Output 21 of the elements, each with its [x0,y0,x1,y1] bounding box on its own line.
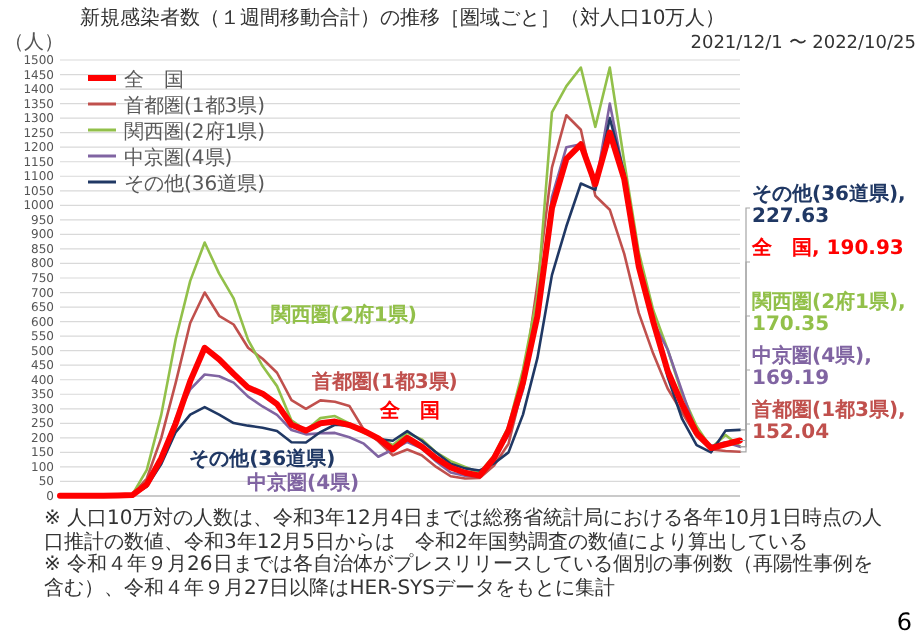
text: ※ 人口10万対の人数は、令和3年12月4日までは総務省統計局における各年10月1日時点の人口推計の数値、令和3年12月5日からは 令和2年国勢調査の数値により算出している [44,508,884,553]
data-label: 中京圏(4県), 169.19 [752,344,872,390]
text: ※ 令和４年９月26日までは各自治体がプレスリリースしている個別の事例数（再陽性事例を含む）、令和４年９月27日以降はHER-SYSデータをもとに集計 [44,554,875,600]
text: 6 [896,608,912,636]
legend-label: 首都圏(1都3県) [124,94,266,118]
data-label: 関西圏(2府1県), 170.35 [752,290,906,336]
annotation: 中京圏(4県) [247,470,360,495]
annotation: 首都圏(1都3県) [309,370,458,395]
legend-label: 全 国 [124,68,184,92]
chart-title: 新規感染者数（１週間移動合計）の推移［圏域ごと］（対人口10万人） [80,6,726,30]
annotation: その他(36道県) [189,446,336,471]
legend-label: 関西圏(2府1県) [124,120,266,144]
annotation: 全 国 [377,398,440,423]
data-label: 首都圏(1都3県), 152.04 [750,398,906,444]
y-axis-title: （人） [4,32,64,54]
data-label: その他(36道県), 227.63 [752,182,906,228]
text: 2021/12/1 〜 2022/10/25 [690,34,916,54]
legend-label: その他(36道県) [124,172,266,196]
legend-label: 中京圏(4県) [124,146,233,170]
data-label: 全 国, 190.93 [750,236,904,260]
annotation: 関西圏(2府1県) [270,302,417,327]
